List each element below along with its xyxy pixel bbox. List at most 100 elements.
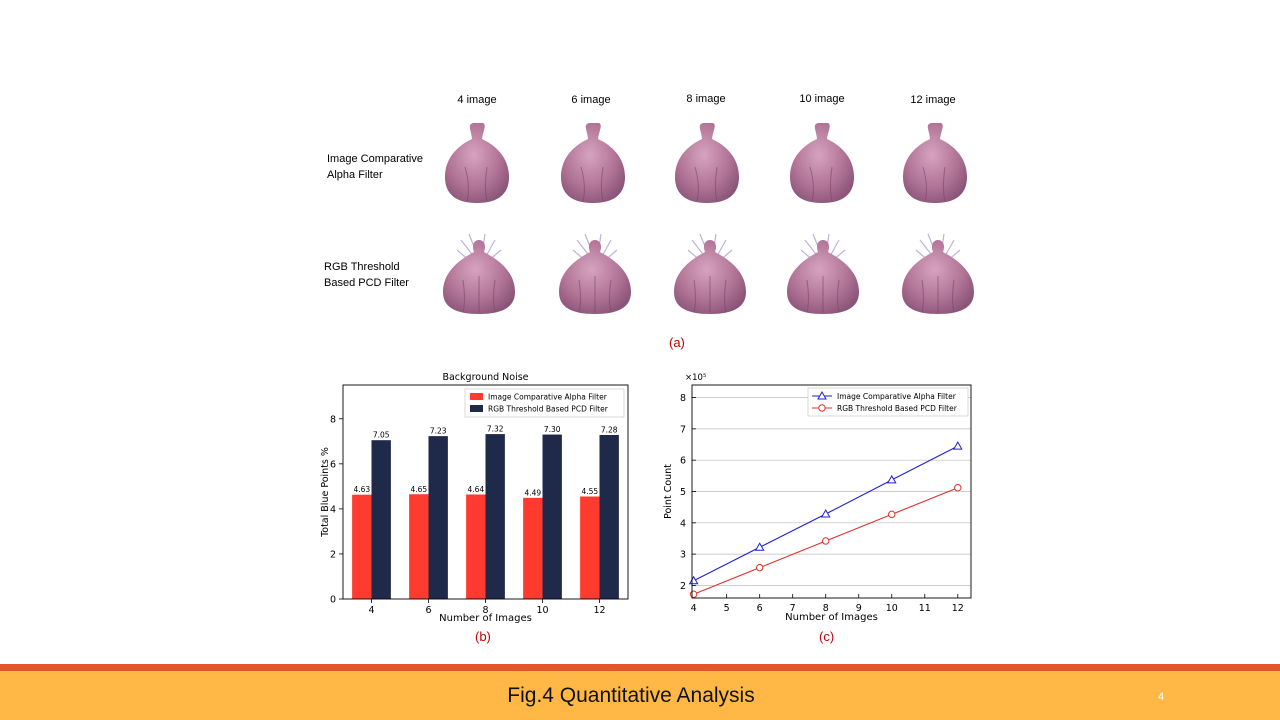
bulb-alpha-4: [444, 122, 510, 204]
data-point-circle: [822, 537, 830, 545]
row-label-line: Based PCD Filter: [324, 277, 409, 289]
x-tick-label: 11: [919, 603, 931, 614]
bulb-rgb-4: [442, 233, 516, 315]
x-tick-label: 5: [724, 603, 730, 614]
column-label-10: 10 image: [799, 93, 845, 105]
bar-data-label: 4.55: [581, 487, 598, 496]
x-tick-label: 6: [425, 605, 431, 616]
data-point-triangle: [754, 542, 765, 551]
x-axis-label: Number of Images: [785, 612, 878, 623]
y-tick-label: 8: [330, 414, 336, 425]
data-point-triangle: [820, 509, 831, 518]
bar: [523, 497, 543, 599]
y-tick-label: 2: [680, 581, 686, 592]
x-axis-label: Number of Images: [439, 613, 532, 624]
row-label-rgb-filter: RGB Threshold Based PCD Filter: [324, 259, 409, 291]
chart-title: Background Noise: [442, 372, 528, 383]
data-point-circle: [689, 590, 698, 598]
legend-box: [807, 387, 969, 417]
legend-box: [464, 388, 625, 418]
bar-data-label: 4.65: [410, 485, 427, 494]
caption-c: (c): [819, 629, 835, 644]
x-tick-label: 12: [593, 605, 605, 616]
x-tick-label: 8: [823, 603, 829, 614]
column-label-8: 8 image: [686, 93, 726, 105]
y-scale-label: ×10⁵: [685, 373, 706, 383]
bulb-rgb-6: [558, 233, 632, 315]
line-chart-point-count: 2 3 4 5 6 7 8 4 5 6 7 8 9 10 11 12 ×10⁵ Number of Images P…: [663, 373, 972, 623]
legend-label: Image Comparative Alpha Filter: [837, 392, 957, 401]
bulb-alpha-6: [560, 122, 626, 204]
bar-data-label: 7.32: [487, 425, 504, 434]
x-tick-label: 9: [856, 603, 862, 614]
data-point-triangle: [952, 441, 963, 450]
row-label-line: RGB Threshold: [324, 261, 400, 273]
footer-accent-line: [0, 664, 1280, 671]
y-tick-label: 5: [680, 487, 686, 498]
bar-data-label: 7.05: [373, 431, 390, 440]
bulb-alpha-12: [902, 122, 968, 204]
y-tick-label: 4: [680, 518, 686, 529]
data-point-circle: [954, 484, 962, 492]
footer-bar: [0, 671, 1280, 720]
plot-frame: [342, 384, 629, 600]
legend-label: RGB Threshold Based PCD Filter: [837, 404, 958, 413]
legend-label: RGB Threshold Based PCD Filter: [488, 405, 609, 414]
row-label-alpha-filter: Image Comparative Alpha Filter: [327, 151, 423, 183]
bar: [466, 494, 486, 599]
footer-title: Fig.4 Quantitative Analysis: [507, 684, 755, 707]
point-cloud-grid: [442, 122, 975, 315]
data-point-triangle: [688, 575, 699, 585]
y-tick-label: 0: [330, 595, 336, 606]
column-label-6: 6 image: [571, 94, 611, 106]
bulb-rgb-10: [786, 233, 860, 315]
y-tick-label: 7: [680, 424, 686, 435]
bar-data-label: 7.23: [430, 427, 447, 436]
bar: [599, 435, 619, 599]
bulb-alpha-8: [674, 122, 740, 204]
bulb-rgb-8: [673, 233, 747, 315]
bulb-alpha-10: [789, 122, 855, 204]
bar: [580, 496, 600, 599]
caption-a: (a): [669, 335, 685, 350]
y-tick-label: 6: [680, 456, 686, 467]
legend-swatch: [470, 393, 483, 400]
row-label-line: Alpha Filter: [327, 169, 383, 181]
bar: [352, 494, 372, 599]
bulb-rgb-12: [901, 233, 975, 315]
plot-frame: [691, 384, 972, 599]
bar-data-label: 4.63: [353, 485, 370, 494]
bar-data-label: 4.49: [524, 488, 541, 497]
bar: [485, 434, 505, 599]
y-tick-label: 6: [330, 459, 336, 470]
bar: [371, 440, 391, 599]
legend-marker-circle: [818, 404, 826, 412]
data-point-circle: [755, 563, 764, 572]
y-tick-label: 4: [330, 504, 336, 515]
caption-b: (b): [475, 629, 491, 644]
bar: [428, 436, 448, 599]
data-point-triangle: [886, 474, 897, 484]
y-tick-label: 3: [680, 550, 686, 561]
column-label-12: 12 image: [910, 94, 956, 106]
bar-data-label: 7.30: [544, 425, 561, 434]
page-number: 4: [1158, 691, 1165, 703]
bar: [409, 494, 429, 599]
x-tick-label: 7: [790, 603, 796, 614]
y-tick-label: 2: [330, 549, 336, 560]
row-label-line: Image Comparative: [327, 153, 423, 165]
bar-chart-background-noise: Background Noise 0 2 4 6 8 4.63 7.05 4 4.65 7.23 6 4…: [320, 372, 629, 624]
data-point-circle: [888, 510, 896, 519]
x-tick-label: 10: [886, 603, 898, 614]
legend-marker-triangle: [817, 390, 827, 400]
x-tick-label: 6: [757, 603, 763, 614]
bar: [542, 434, 562, 599]
x-tick-label: 10: [536, 605, 548, 616]
legend-label: Image Comparative Alpha Filter: [488, 393, 608, 402]
bar-data-label: 4.64: [467, 485, 484, 494]
x-tick-label: 12: [952, 603, 964, 614]
x-tick-label: 4: [368, 605, 374, 616]
y-axis-label: Point Count: [663, 464, 674, 519]
column-label-4: 4 image: [457, 94, 497, 106]
legend-swatch: [470, 405, 483, 412]
